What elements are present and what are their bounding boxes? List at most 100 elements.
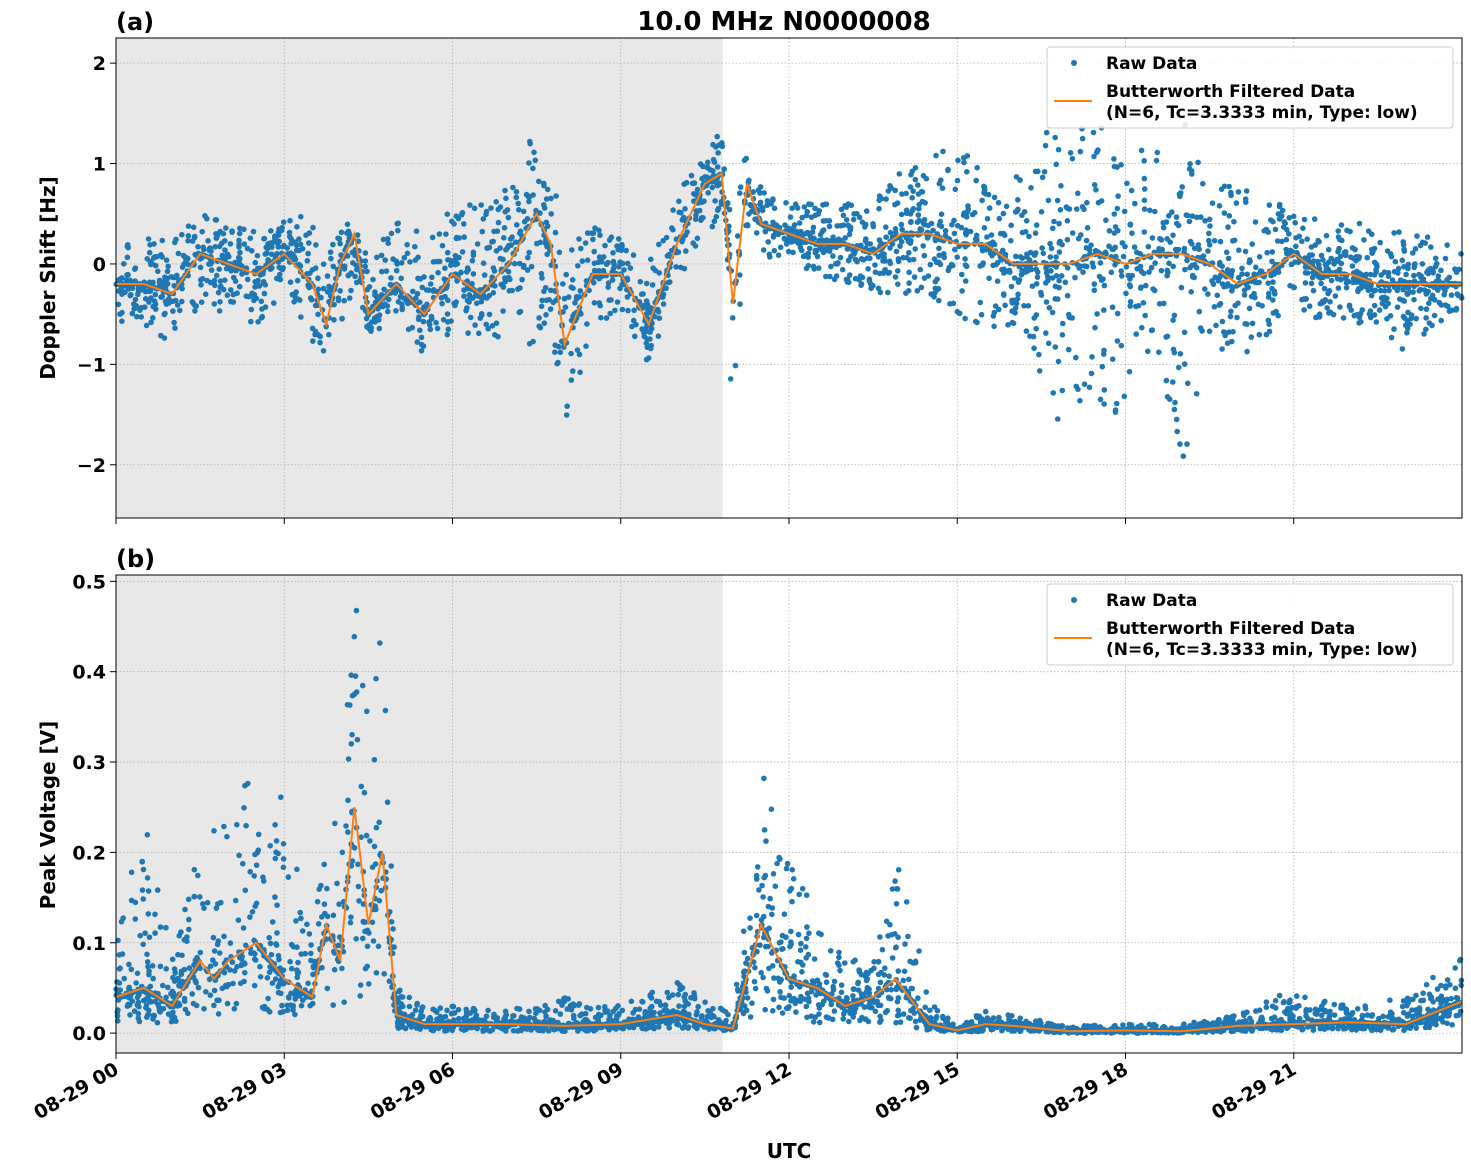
raw-data-point <box>224 292 231 299</box>
raw-data-point <box>1133 303 1139 310</box>
raw-data-point <box>1290 213 1297 220</box>
raw-data-point <box>308 957 314 964</box>
raw-data-point <box>1153 157 1160 164</box>
raw-data-point <box>797 244 804 251</box>
raw-data-point <box>251 294 257 301</box>
raw-data-point <box>1384 248 1391 254</box>
raw-data-point <box>268 951 275 958</box>
raw-data-point <box>145 888 152 894</box>
raw-data-point <box>255 319 261 325</box>
raw-data-point <box>1171 349 1178 356</box>
raw-data-point <box>894 998 901 1005</box>
raw-data-point <box>184 255 191 262</box>
raw-data-point <box>747 1014 754 1020</box>
raw-data-point <box>272 253 279 260</box>
raw-data-point <box>1391 326 1397 332</box>
raw-data-point <box>1064 218 1071 224</box>
raw-data-point <box>363 832 370 839</box>
raw-data-point <box>317 339 323 346</box>
raw-data-point <box>203 989 209 995</box>
raw-data-point <box>227 241 234 247</box>
raw-data-point <box>840 222 847 228</box>
raw-data-point <box>1275 211 1282 217</box>
raw-data-point <box>205 238 211 244</box>
raw-data-point <box>910 256 917 263</box>
raw-data-point <box>298 213 304 220</box>
raw-data-point <box>648 256 654 263</box>
raw-data-point <box>761 827 768 833</box>
raw-data-point <box>1265 280 1271 287</box>
raw-data-point <box>479 312 485 319</box>
raw-data-point <box>129 310 136 317</box>
raw-data-point <box>762 228 769 235</box>
raw-data-point <box>616 263 622 270</box>
raw-data-point <box>1230 328 1236 335</box>
raw-data-point <box>172 297 179 304</box>
raw-data-point <box>709 223 716 230</box>
raw-data-point <box>470 249 477 256</box>
raw-data-point <box>1373 266 1379 273</box>
raw-data-point <box>834 261 841 267</box>
raw-data-point <box>1251 271 1257 278</box>
raw-data-point <box>393 308 399 314</box>
raw-data-point <box>1056 220 1062 227</box>
raw-data-point <box>1120 253 1127 260</box>
raw-data-point <box>759 207 766 214</box>
raw-data-point <box>683 248 689 254</box>
raw-data-point <box>1211 237 1218 244</box>
raw-data-point <box>643 280 650 287</box>
raw-data-point <box>502 187 508 194</box>
raw-data-point <box>1348 307 1354 313</box>
raw-data-point <box>379 303 386 310</box>
raw-data-point <box>280 219 287 225</box>
raw-data-point <box>1327 299 1333 305</box>
raw-data-point <box>608 297 614 303</box>
raw-data-point <box>236 241 242 248</box>
raw-data-point <box>783 241 790 247</box>
raw-data-point <box>1193 391 1200 397</box>
raw-data-point <box>191 866 198 873</box>
raw-data-point <box>236 283 243 290</box>
raw-data-point <box>951 217 957 224</box>
raw-data-point <box>202 213 208 219</box>
raw-data-point <box>1334 276 1341 282</box>
raw-data-point <box>1077 263 1083 270</box>
raw-data-point <box>240 860 246 867</box>
raw-data-point <box>879 946 886 953</box>
raw-data-point <box>377 640 383 646</box>
raw-data-point <box>189 238 196 244</box>
raw-data-point <box>332 820 338 827</box>
raw-data-point <box>565 294 572 300</box>
raw-data-point <box>957 310 963 317</box>
raw-data-point <box>761 775 767 782</box>
raw-data-point <box>155 268 161 275</box>
raw-data-point <box>1330 311 1337 318</box>
raw-data-point <box>915 212 922 218</box>
raw-data-point <box>812 212 819 219</box>
raw-data-point <box>161 335 168 341</box>
raw-data-point <box>802 252 809 259</box>
raw-data-point <box>1423 306 1430 312</box>
raw-data-point <box>1052 344 1059 350</box>
raw-data-point <box>166 296 172 302</box>
raw-data-point <box>960 212 967 218</box>
raw-data-point <box>135 291 141 298</box>
raw-data-point <box>1276 992 1283 999</box>
raw-data-point <box>515 286 521 292</box>
raw-data-point <box>236 260 243 267</box>
raw-data-point <box>1318 252 1325 259</box>
raw-data-point <box>1137 285 1144 291</box>
raw-data-point <box>1310 287 1317 294</box>
raw-data-point <box>647 336 653 342</box>
raw-data-point <box>310 338 316 344</box>
raw-data-point <box>160 982 166 989</box>
raw-data-point <box>521 262 527 269</box>
raw-data-point <box>793 1009 799 1015</box>
raw-data-point <box>519 276 525 283</box>
raw-data-point <box>1097 260 1104 266</box>
raw-data-point <box>1444 242 1450 248</box>
raw-data-point <box>640 302 646 309</box>
raw-data-point <box>1127 276 1133 282</box>
raw-data-point <box>1231 218 1237 225</box>
raw-data-point <box>1328 277 1335 284</box>
